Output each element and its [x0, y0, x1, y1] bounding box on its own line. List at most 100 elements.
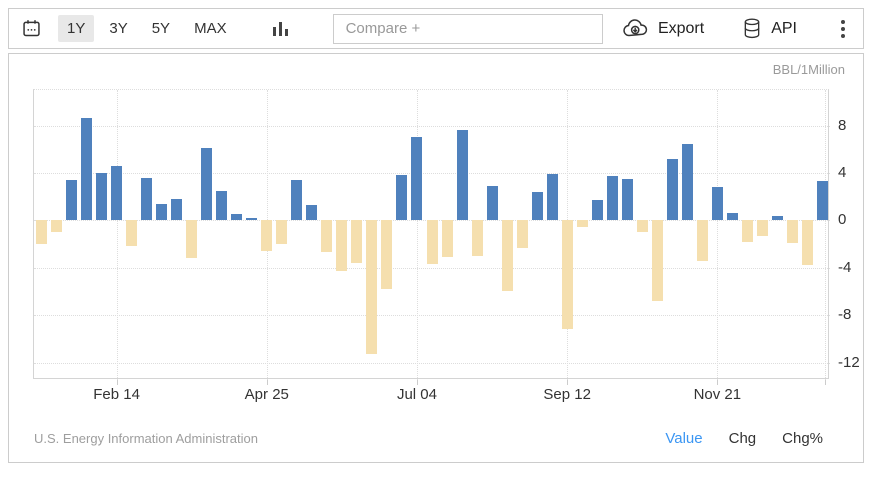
- compare-input[interactable]: [332, 13, 603, 44]
- chart-type-button[interactable]: [272, 20, 289, 37]
- bar[interactable]: [321, 220, 333, 253]
- view-mode-chg[interactable]: Chg: [728, 430, 757, 447]
- kebab-menu-icon[interactable]: [839, 18, 847, 40]
- view-modes: Value Chg Chg%: [665, 430, 823, 447]
- bar[interactable]: [456, 130, 468, 221]
- bar[interactable]: [591, 200, 603, 221]
- bar[interactable]: [651, 220, 663, 301]
- bar[interactable]: [531, 191, 543, 221]
- bar[interactable]: [546, 174, 558, 221]
- bar[interactable]: [66, 180, 78, 221]
- bar[interactable]: [201, 148, 213, 221]
- bar[interactable]: [516, 220, 528, 248]
- bar[interactable]: [756, 220, 768, 236]
- bar[interactable]: [576, 220, 588, 228]
- bar[interactable]: [486, 185, 498, 221]
- gridline-horizontal: [34, 172, 830, 174]
- gridline-horizontal: [34, 125, 830, 127]
- source-label: U.S. Energy Information Administration: [34, 431, 258, 446]
- bar[interactable]: [366, 220, 378, 355]
- bar[interactable]: [426, 220, 438, 265]
- bar[interactable]: [741, 220, 753, 242]
- x-axis-tick: [266, 380, 268, 385]
- x-axis-tick: [567, 380, 569, 385]
- bar[interactable]: [171, 198, 183, 221]
- bar[interactable]: [111, 165, 123, 221]
- y-axis-label: -8: [838, 306, 852, 324]
- x-axis-tick: [416, 380, 418, 385]
- calendar-icon: [21, 18, 42, 39]
- y-axis-label: 8: [838, 116, 847, 134]
- bar[interactable]: [411, 137, 423, 221]
- bar[interactable]: [786, 220, 798, 243]
- bar[interactable]: [126, 220, 138, 247]
- bar[interactable]: [471, 220, 483, 256]
- bar[interactable]: [156, 203, 168, 221]
- bar[interactable]: [726, 213, 738, 221]
- toolbar: 1Y 3Y 5Y MAX Export: [8, 8, 864, 49]
- column-chart-icon: [272, 20, 289, 37]
- bar[interactable]: [51, 220, 63, 233]
- bar[interactable]: [636, 220, 648, 233]
- bar[interactable]: [561, 220, 573, 330]
- bar[interactable]: [621, 178, 633, 221]
- bar[interactable]: [216, 190, 228, 221]
- y-axis-label: 0: [838, 211, 847, 229]
- range-button-3y[interactable]: 3Y: [109, 20, 128, 37]
- gridline-horizontal: [34, 362, 830, 364]
- y-axis-label: -12: [838, 353, 860, 371]
- bar[interactable]: [81, 118, 93, 221]
- view-mode-chg-pct[interactable]: Chg%: [782, 430, 823, 447]
- calendar-button[interactable]: [21, 18, 42, 39]
- bar[interactable]: [681, 144, 693, 221]
- bar[interactable]: [96, 172, 108, 221]
- bar[interactable]: [276, 220, 288, 244]
- chart-panel: BBL/1Million 8 4 0 -4 -8 -12 Feb 14 Apr 25 Jul 0…: [8, 53, 864, 463]
- gridline-vertical: [825, 90, 827, 380]
- panel-footer: U.S. Energy Information Administration V…: [34, 430, 823, 447]
- bar[interactable]: [306, 204, 318, 221]
- bar[interactable]: [36, 220, 47, 244]
- bar[interactable]: [351, 220, 363, 263]
- bar[interactable]: [666, 158, 678, 221]
- api-label: API: [771, 19, 797, 37]
- cloud-download-icon: [622, 18, 649, 39]
- x-axis-label: Feb 14: [93, 386, 140, 403]
- bar[interactable]: [501, 220, 513, 292]
- bar[interactable]: [246, 217, 258, 221]
- bar[interactable]: [336, 220, 348, 272]
- bar[interactable]: [141, 177, 153, 221]
- export-label: Export: [657, 19, 705, 37]
- api-button[interactable]: API: [742, 17, 797, 40]
- unit-label: BBL/1Million: [772, 62, 845, 77]
- bar[interactable]: [696, 220, 708, 261]
- gridline-vertical: [416, 90, 418, 380]
- plot-area: 8 4 0 -4 -8 -12 Feb 14 Apr 25 Jul 04 Sep 12 Nov 21: [33, 89, 860, 403]
- bar[interactable]: [186, 220, 198, 259]
- range-group: 1Y 3Y 5Y MAX: [58, 15, 236, 42]
- bar[interactable]: [381, 220, 393, 290]
- gridline-horizontal: [34, 315, 830, 317]
- bar[interactable]: [396, 175, 408, 221]
- gridline-vertical: [717, 90, 719, 380]
- view-mode-value[interactable]: Value: [665, 430, 703, 447]
- x-axis-label: Jul 04: [396, 386, 437, 403]
- range-button-max[interactable]: MAX: [194, 20, 227, 37]
- x-axis-tick: [825, 380, 827, 385]
- bar[interactable]: [711, 187, 723, 221]
- export-button[interactable]: Export: [622, 18, 704, 39]
- bar[interactable]: [231, 214, 243, 221]
- bar[interactable]: [441, 220, 453, 258]
- bar[interactable]: [801, 220, 813, 266]
- gridline-vertical: [116, 90, 118, 380]
- bar[interactable]: [261, 220, 273, 252]
- database-icon: [742, 17, 762, 40]
- x-axis-label: Sep 12: [543, 386, 591, 403]
- bar[interactable]: [816, 181, 828, 221]
- bar[interactable]: [606, 176, 618, 221]
- bar[interactable]: [771, 215, 783, 221]
- y-axis-label: -4: [838, 258, 852, 276]
- range-button-5y[interactable]: 5Y: [151, 20, 171, 37]
- bar[interactable]: [291, 180, 303, 221]
- range-button-1y[interactable]: 1Y: [58, 15, 95, 42]
